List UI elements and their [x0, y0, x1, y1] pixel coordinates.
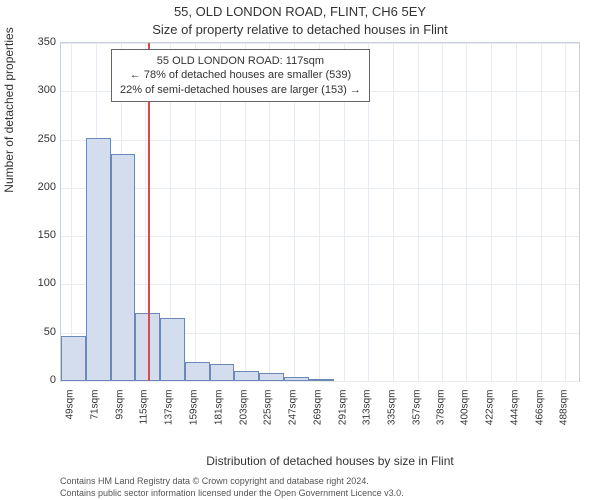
- gridline-v: [442, 43, 443, 381]
- gridline-v: [418, 43, 419, 381]
- gridline-v: [541, 43, 542, 381]
- xtick-label: 291sqm: [337, 390, 348, 440]
- histogram-bar: [259, 373, 284, 381]
- histogram-bar: [185, 362, 210, 381]
- annotation-line2: ← 78% of detached houses are smaller (53…: [120, 68, 361, 82]
- histogram-bar: [234, 371, 259, 381]
- plot-area: 55 OLD LONDON ROAD: 117sqm ← 78% of deta…: [60, 42, 580, 382]
- annotation-box: 55 OLD LONDON ROAD: 117sqm ← 78% of deta…: [111, 49, 370, 102]
- annotation-line1: 55 OLD LONDON ROAD: 117sqm: [120, 54, 361, 68]
- chart-container: 55, OLD LONDON ROAD, FLINT, CH6 5EY Size…: [0, 0, 600, 500]
- ytick-label: 200: [16, 181, 56, 193]
- histogram-bar: [284, 377, 309, 381]
- xtick-label: 71sqm: [89, 390, 100, 440]
- ytick-label: 150: [16, 229, 56, 241]
- xtick-label: 313sqm: [362, 390, 373, 440]
- gridline-h: [61, 284, 579, 285]
- footer-licence: Contains public sector information licen…: [60, 488, 404, 498]
- ytick-label: 50: [16, 326, 56, 338]
- xtick-label: 159sqm: [189, 390, 200, 440]
- histogram-bar: [61, 336, 86, 381]
- xtick-label: 203sqm: [238, 390, 249, 440]
- ytick-label: 350: [16, 36, 56, 48]
- xtick-label: 115sqm: [139, 390, 150, 440]
- xtick-label: 93sqm: [114, 390, 125, 440]
- title-subtitle: Size of property relative to detached ho…: [0, 22, 600, 37]
- ytick-label: 100: [16, 277, 56, 289]
- x-axis-label: Distribution of detached houses by size …: [80, 454, 580, 468]
- xtick-label: 400sqm: [460, 390, 471, 440]
- xtick-label: 225sqm: [263, 390, 274, 440]
- gridline-v: [71, 43, 72, 381]
- gridline-v: [466, 43, 467, 381]
- footer-copyright: Contains HM Land Registry data © Crown c…: [60, 476, 369, 486]
- gridline-v: [393, 43, 394, 381]
- histogram-bar: [309, 379, 334, 381]
- xtick-label: 488sqm: [559, 390, 570, 440]
- xtick-label: 466sqm: [534, 390, 545, 440]
- annotation-line3: 22% of semi-detached houses are larger (…: [120, 83, 361, 97]
- xtick-label: 335sqm: [387, 390, 398, 440]
- gridline-v: [491, 43, 492, 381]
- gridline-h: [61, 236, 579, 237]
- gridline-h: [61, 381, 579, 382]
- gridline-h: [61, 43, 579, 44]
- xtick-label: 181sqm: [213, 390, 224, 440]
- xtick-label: 269sqm: [312, 390, 323, 440]
- gridline-v: [565, 43, 566, 381]
- histogram-bar: [86, 138, 111, 381]
- ytick-label: 250: [16, 133, 56, 145]
- xtick-label: 378sqm: [435, 390, 446, 440]
- xtick-label: 137sqm: [164, 390, 175, 440]
- histogram-bar: [210, 364, 235, 381]
- gridline-h: [61, 188, 579, 189]
- xtick-label: 357sqm: [411, 390, 422, 440]
- xtick-label: 422sqm: [485, 390, 496, 440]
- histogram-bar: [160, 318, 185, 381]
- xtick-label: 247sqm: [288, 390, 299, 440]
- histogram-bar: [111, 154, 136, 381]
- title-address: 55, OLD LONDON ROAD, FLINT, CH6 5EY: [0, 4, 600, 19]
- gridline-h: [61, 140, 579, 141]
- ytick-label: 300: [16, 84, 56, 96]
- gridline-v: [516, 43, 517, 381]
- y-axis-label: Number of detached properties: [2, 0, 16, 330]
- ytick-label: 0: [16, 374, 56, 386]
- xtick-label: 444sqm: [509, 390, 520, 440]
- xtick-label: 49sqm: [65, 390, 76, 440]
